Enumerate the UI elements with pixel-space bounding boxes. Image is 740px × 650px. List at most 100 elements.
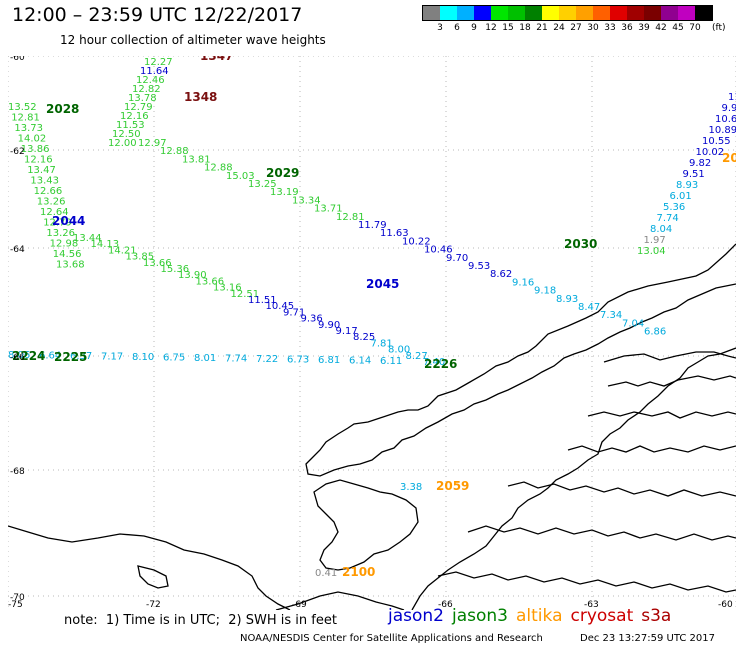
- observation-value: 5.36: [663, 202, 685, 213]
- observation-value: 13.25: [248, 179, 277, 190]
- legend-label: 18: [519, 23, 531, 33]
- pass-label: 2029: [266, 166, 299, 180]
- latitude-label: -64: [10, 245, 25, 255]
- observation-value: 7.81: [371, 338, 393, 349]
- observation-value: 12.98: [50, 239, 79, 250]
- antarctic-peninsula-coast: [305, 243, 736, 477]
- legend-swatch: [576, 6, 593, 20]
- pass-label: 20: [722, 151, 736, 165]
- observation-value: 9.71: [283, 307, 305, 318]
- observation-value: 13.04: [637, 246, 666, 257]
- observation-value: 12.81: [11, 113, 40, 124]
- color-legend: 3 6 9 12 15 18 21 24 27 30 33 36 39 42 45 70 (ft): [422, 5, 726, 35]
- observation-value: 12.79: [124, 102, 153, 113]
- legend-label: 24: [553, 23, 565, 33]
- satellite-jason2: jason2: [388, 606, 444, 626]
- observation-value: 12.64: [40, 207, 69, 218]
- observation-value: 6.73: [287, 355, 309, 366]
- observation-value: 13.68: [56, 260, 85, 271]
- latitude-label: -68: [10, 467, 25, 477]
- observation-value: 12.50: [112, 129, 141, 140]
- observation-value: 6.64: [39, 351, 61, 362]
- observation-value: 9.53: [468, 261, 490, 272]
- observation-value: 11.72: [148, 56, 177, 59]
- map-background: [8, 56, 736, 610]
- pass-label: 2226: [424, 357, 457, 371]
- observation-value: 13.71: [314, 204, 343, 215]
- longitude-label: -75: [8, 600, 23, 610]
- coast-fragment-3: [607, 375, 736, 387]
- observation-value: 12.79: [43, 218, 72, 229]
- observation-value: 13.90: [178, 270, 207, 281]
- legend-labels: 3 6 9 12 15 18 21 24 27 30 33 36 39 42 45 70 (ft): [422, 21, 725, 35]
- longitude-label: -66: [438, 600, 453, 610]
- observation-value: 11.63: [380, 228, 409, 239]
- observation-value: 9.90: [318, 320, 340, 331]
- observation-value: 8.01: [194, 353, 216, 364]
- observation-value: 9.18: [534, 286, 556, 297]
- pass-label: 2028: [46, 102, 79, 116]
- observation-value: 0.41: [315, 568, 337, 579]
- satellite-jason3: jason3: [452, 606, 508, 626]
- coast-fragment-2: [603, 351, 736, 363]
- observation-value: 6.86: [644, 327, 666, 338]
- observation-value: 6.11: [380, 356, 402, 367]
- observation-value: 10.46: [424, 245, 453, 256]
- observation-value: 13.26: [46, 228, 75, 239]
- observation-value: 7.74: [225, 354, 247, 365]
- legend-label: 12: [485, 23, 497, 33]
- coastline: [8, 243, 736, 610]
- observation-value: 6.81: [318, 355, 340, 366]
- legend-label: 45: [672, 23, 684, 33]
- legend-label: 3: [437, 23, 443, 33]
- legend-swatch: [678, 6, 695, 20]
- legend-label: 21: [536, 23, 548, 33]
- observation-value: 7.22: [256, 354, 278, 365]
- observation-value: 12.16: [120, 111, 149, 122]
- observation-value: 11.79: [358, 220, 387, 231]
- footer-note: note: 1) Time is in UTC; 2) SWH is in fe…: [64, 613, 337, 628]
- pass-label: 2044: [52, 214, 85, 228]
- legend-swatch: [644, 6, 661, 20]
- legend-swatch: [474, 6, 491, 20]
- coast-fragment-8: [437, 571, 736, 593]
- observation-value: 9.51: [683, 169, 705, 180]
- observation-value: 1.97: [644, 235, 666, 246]
- observation-value: 8.93: [556, 294, 578, 305]
- observation-value: 11.51: [248, 295, 277, 306]
- observation-value: 12.27: [144, 57, 173, 68]
- observation-value: 8.06: [8, 350, 30, 361]
- legend-swatch: [491, 6, 508, 20]
- observation-value: 10.55: [702, 136, 731, 147]
- legend-swatch: [627, 6, 644, 20]
- pass-label: 2045: [366, 277, 399, 291]
- observation-value: 6.01: [670, 191, 692, 202]
- legend-swatch: [661, 6, 678, 20]
- observation-value: 6.14: [349, 356, 371, 367]
- legend-label: 42: [655, 23, 667, 33]
- observation-value: 13.19: [270, 187, 299, 198]
- legend-label: 9: [471, 23, 477, 33]
- legend-label: 39: [638, 23, 650, 33]
- legend-swatch: [559, 6, 576, 20]
- observation-value: 13.26: [37, 197, 66, 208]
- observation-value: 13.16: [213, 283, 242, 294]
- coast-fragment-6: [507, 481, 736, 497]
- observation-value: 13.73: [14, 123, 43, 134]
- observation-value: 12.66: [34, 186, 63, 197]
- pass-label: 2030: [564, 237, 597, 251]
- observation-value: 13.44: [73, 233, 102, 244]
- observation-value: 14.13: [91, 239, 120, 250]
- observation-value: 9.17: [336, 326, 358, 337]
- observation-value: 11.64: [140, 66, 169, 77]
- observation-value: 10.02: [696, 147, 725, 158]
- legend-swatch: [593, 6, 610, 20]
- observation-value: 8.25: [353, 332, 375, 343]
- legend-swatch: [695, 6, 712, 20]
- observation-value: 13.81: [182, 154, 211, 165]
- latitude-label: -60: [10, 56, 25, 63]
- observation-value: 7.17: [101, 352, 123, 363]
- observation-value: 13.85: [126, 252, 155, 263]
- page-subtitle: 12 hour collection of altimeter wave hei…: [60, 33, 326, 47]
- observation-value: 3.38: [400, 482, 422, 493]
